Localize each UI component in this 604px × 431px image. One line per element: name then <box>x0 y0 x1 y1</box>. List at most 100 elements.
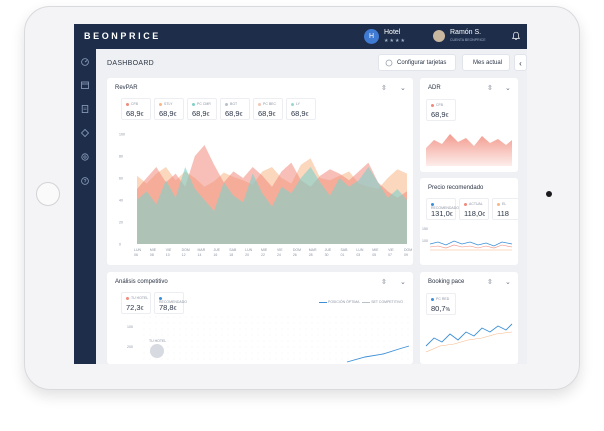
revpar-x-tick: 01 <box>340 253 344 257</box>
settings-icon[interactable] <box>80 152 90 162</box>
tag-icon[interactable] <box>80 128 90 138</box>
precio-title: Precio recomendado <box>428 185 484 191</box>
kpi-value: 68,9€ <box>159 109 177 118</box>
legend-dot <box>291 102 294 106</box>
revpar-x-tick: 10 <box>166 253 170 257</box>
kpi-label: RECOMENDADO <box>159 296 187 304</box>
kpi-label: TU HOTEL <box>126 296 148 300</box>
calendar-icon[interactable] <box>80 80 90 90</box>
circle-icon <box>385 59 393 67</box>
revpar-x-tick: 26 <box>293 253 297 257</box>
revpar-x-tick: 08 <box>150 253 154 257</box>
legend-item: SET COMPETITIVO <box>371 300 404 304</box>
move-icon[interactable]: ⇳ <box>487 279 493 286</box>
revpar-x-tick: LUN <box>245 248 252 252</box>
hotel-marker-label: TU HOTEL <box>149 339 166 343</box>
revpar-chart: 100806040200LUN06MIE08VIE10DOM12MAR14JUE… <box>119 133 412 258</box>
revpar-card: RevPAR ⇳ ⌄ CFB 68,9€ STLY 68,9€ PC CMR 68,9€ B… <box>107 78 413 265</box>
revpar-x-tick: JUE <box>213 248 220 252</box>
document-icon[interactable] <box>80 104 90 114</box>
precio-y-tick: 100 <box>422 239 428 243</box>
legend-dot <box>497 202 500 206</box>
adr-kpi-value: 68,9€ <box>431 110 449 119</box>
revpar-y-tick: 0 <box>119 243 121 247</box>
kpi-value: 68,9€ <box>258 109 276 118</box>
kpi-label: PC CMR <box>192 102 211 106</box>
kpi-tile: CFB 68,9€ <box>121 98 151 120</box>
kpi-tile: BGT 68,9€ <box>220 98 250 120</box>
revpar-x-tick: 18 <box>229 253 233 257</box>
hotel-marker-avatar[interactable] <box>150 344 164 358</box>
revpar-x-tick: 16 <box>213 253 217 257</box>
move-icon[interactable]: ⇳ <box>381 85 387 92</box>
kpi-value: 118 <box>497 209 509 218</box>
revpar-x-tick: VIE <box>166 248 172 252</box>
revpar-x-tick: DOM <box>404 248 412 252</box>
user-name[interactable]: Ramón S. <box>450 29 482 36</box>
revpar-x-tick: 14 <box>198 253 202 257</box>
dashboard-icon[interactable] <box>80 57 90 67</box>
revpar-x-tick: MAR <box>198 248 206 252</box>
booking-kpi: PC RED 80,7% <box>426 293 456 315</box>
revpar-y-tick: 20 <box>119 221 123 225</box>
kpi-label: LY <box>291 102 300 106</box>
kpi-label: PC BEC <box>258 102 276 106</box>
period-label: Mes actual <box>473 60 503 66</box>
revpar-x-tick: VIE <box>277 248 283 252</box>
legend-dot <box>258 102 261 106</box>
revpar-x-tick: 30 <box>325 253 329 257</box>
bell-icon[interactable] <box>511 31 521 41</box>
collapse-panel-button[interactable]: ‹ <box>514 54 527 71</box>
kpi-value: 68,9€ <box>291 109 309 118</box>
move-icon[interactable]: ⇳ <box>487 85 493 92</box>
revpar-x-tick: DOM <box>293 248 301 252</box>
chevron-down-icon[interactable]: ⌄ <box>400 85 406 92</box>
kpi-value: 78,8€ <box>159 303 177 312</box>
revpar-x-tick: SAB <box>229 248 237 252</box>
hotel-avatar[interactable]: H <box>364 29 379 44</box>
revpar-title: RevPAR <box>115 85 138 91</box>
revpar-x-tick: MIE <box>261 248 268 252</box>
configure-cards-button[interactable]: Configurar tarjetas <box>378 54 456 71</box>
legend-dot <box>192 102 195 106</box>
revpar-x-tick: DOM <box>182 248 190 252</box>
kpi-value: 68,9€ <box>192 109 210 118</box>
user-avatar[interactable] <box>433 30 445 42</box>
kpi-tile: RECOMENDADO 78,8€ <box>154 292 187 314</box>
booking-kpi-label: PC RED <box>431 297 449 301</box>
legend-line <box>362 301 371 303</box>
adr-kpi-label: CFB <box>431 103 443 107</box>
chevron-down-icon[interactable]: ⌄ <box>505 85 511 92</box>
help-icon[interactable] <box>80 176 90 186</box>
chevron-left-icon: ‹ <box>519 59 522 68</box>
kpi-label: EL <box>497 202 506 206</box>
legend-dot <box>431 103 434 107</box>
competitivo-grid <box>139 316 409 364</box>
kpi-tile: EL 118 <box>492 198 518 220</box>
precio-y-tick: 150 <box>422 227 428 231</box>
precio-line-actual <box>429 244 513 249</box>
legend-dot <box>431 202 434 206</box>
revpar-x-tick: VIE <box>388 248 394 252</box>
kpi-tile: STLY 68,9€ <box>154 98 184 120</box>
adr-chart <box>426 134 512 166</box>
chevron-down-icon[interactable]: ⌄ <box>400 279 406 286</box>
booking-title: Booking pace <box>428 279 465 285</box>
move-icon[interactable]: ⇳ <box>381 279 387 286</box>
kpi-tile: LY 68,9€ <box>286 98 316 120</box>
competitivo-legend: POSICIÓN ÓPTIMA SET COMPETITIVO <box>319 300 403 304</box>
competitivo-y-tick: 200 <box>127 345 133 349</box>
analisis-competitivo-card: Análisis competitivo ⇳ ⌄ TU HOTEL 72,3€ RE… <box>107 272 413 364</box>
kpi-value: 131,0€ <box>431 209 453 218</box>
revpar-x-tick: 07 <box>388 253 392 257</box>
revpar-x-tick: 06 <box>134 253 138 257</box>
chevron-down-icon[interactable]: ⌄ <box>505 279 511 286</box>
period-dropdown[interactable]: Mes actual <box>462 54 510 71</box>
legend-dot <box>464 202 467 206</box>
revpar-x-tick: 03 <box>356 253 360 257</box>
app-logo[interactable]: BEONPRICE <box>84 31 161 41</box>
hotel-name[interactable]: Hotel <box>384 29 401 36</box>
revpar-y-tick: 40 <box>119 199 123 203</box>
revpar-x-tick: LUN <box>356 248 363 252</box>
adr-card: ADR ⇳ ⌄ CFB 68,9€ <box>420 78 518 172</box>
